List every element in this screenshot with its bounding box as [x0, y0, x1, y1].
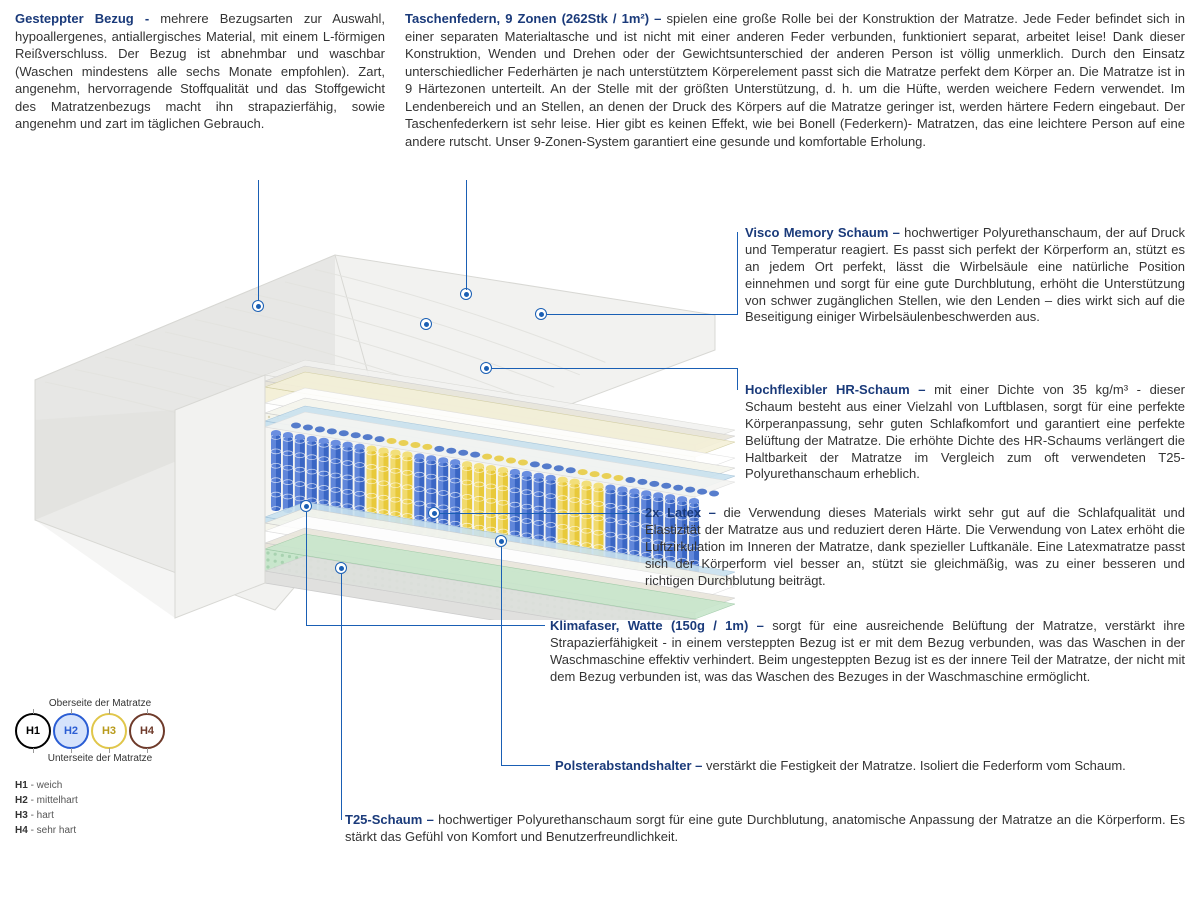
hardness-circle: H4: [129, 713, 165, 749]
federn-title: Taschenfedern, 9 Zonen (262Stk / 1m²) –: [405, 11, 666, 26]
polster-title: Polsterabstandshalter –: [555, 758, 706, 773]
bezug-title: Gesteppter Bezug -: [15, 11, 160, 26]
callout-hr: Hochflexibler HR-Schaum – mit einer Dich…: [745, 382, 1185, 483]
bezug-section: Gesteppter Bezug - mehrere Bezugsarten z…: [15, 10, 385, 150]
leader-polster-v: [501, 547, 502, 765]
marker-latex-top: [420, 318, 432, 330]
legend-row: H2 - mittelhart: [15, 793, 185, 808]
marker-hr: [480, 362, 492, 374]
hr-title: Hochflexibler HR-Schaum –: [745, 382, 934, 397]
hardness-circles: H1H2H3H4: [15, 713, 185, 749]
leader-bezug: [258, 180, 259, 300]
leader-federn: [466, 180, 467, 290]
leader-hr: [492, 368, 737, 369]
hardness-panel: Oberseite der Matratze H1H2H3H4 Untersei…: [15, 698, 185, 838]
latex-title: 2x Latex –: [645, 505, 724, 520]
hardness-circle: H3: [91, 713, 127, 749]
marker-visco: [535, 308, 547, 320]
marker-latex-bot: [428, 507, 440, 519]
t25-title: T25-Schaum –: [345, 812, 438, 827]
klima-title: Klimafaser, Watte (150g / 1m) –: [550, 618, 772, 633]
mattress-diagram: [15, 200, 735, 620]
legend-row: H1 - weich: [15, 778, 185, 793]
callout-visco: Visco Memory Schaum – hochwertiger Polyu…: [745, 225, 1185, 326]
leader-polster: [501, 765, 550, 766]
hardness-legend: H1 - weichH2 - mittelhartH3 - hartH4 - s…: [15, 778, 185, 838]
callout-klima: Klimafaser, Watte (150g / 1m) – sorgt fü…: [550, 618, 1185, 686]
leader-visco: [547, 314, 737, 315]
hardness-circle: H1: [15, 713, 51, 749]
leader-visco-v: [737, 232, 738, 315]
hardness-circle: H2: [53, 713, 89, 749]
polster-text: verstärkt die Festigkeit der Matratze. I…: [706, 758, 1126, 773]
callout-polster: Polsterabstandshalter – verstärkt die Fe…: [555, 758, 1185, 775]
marker-t25: [335, 562, 347, 574]
federn-text: spielen eine große Rolle bei der Konstru…: [405, 11, 1185, 149]
leader-latex: [440, 513, 640, 514]
leader-klima-v: [306, 512, 307, 625]
hardness-bottom-label: Unterseite der Matratze: [15, 753, 185, 764]
latex-text: die Verwendung dieses Materials wirkt se…: [645, 505, 1185, 588]
marker-bezug: [252, 300, 264, 312]
federn-section: Taschenfedern, 9 Zonen (262Stk / 1m²) – …: [405, 10, 1185, 150]
leader-t25-v: [341, 574, 342, 820]
callout-latex: 2x Latex – die Verwendung dieses Materia…: [645, 505, 1185, 589]
bezug-text: mehrere Bezugsarten zur Auswahl, hypoall…: [15, 11, 385, 131]
marker-polster: [495, 535, 507, 547]
callout-t25: T25-Schaum – hochwertiger Polyurethansch…: [345, 812, 1185, 846]
legend-row: H4 - sehr hart: [15, 823, 185, 838]
t25-text: hochwertiger Polyurethanschaum sorgt für…: [345, 812, 1185, 844]
marker-klima: [300, 500, 312, 512]
legend-row: H3 - hart: [15, 808, 185, 823]
visco-title: Visco Memory Schaum –: [745, 225, 904, 240]
leader-hr-v: [737, 368, 738, 390]
hardness-top-label: Oberseite der Matratze: [15, 698, 185, 709]
